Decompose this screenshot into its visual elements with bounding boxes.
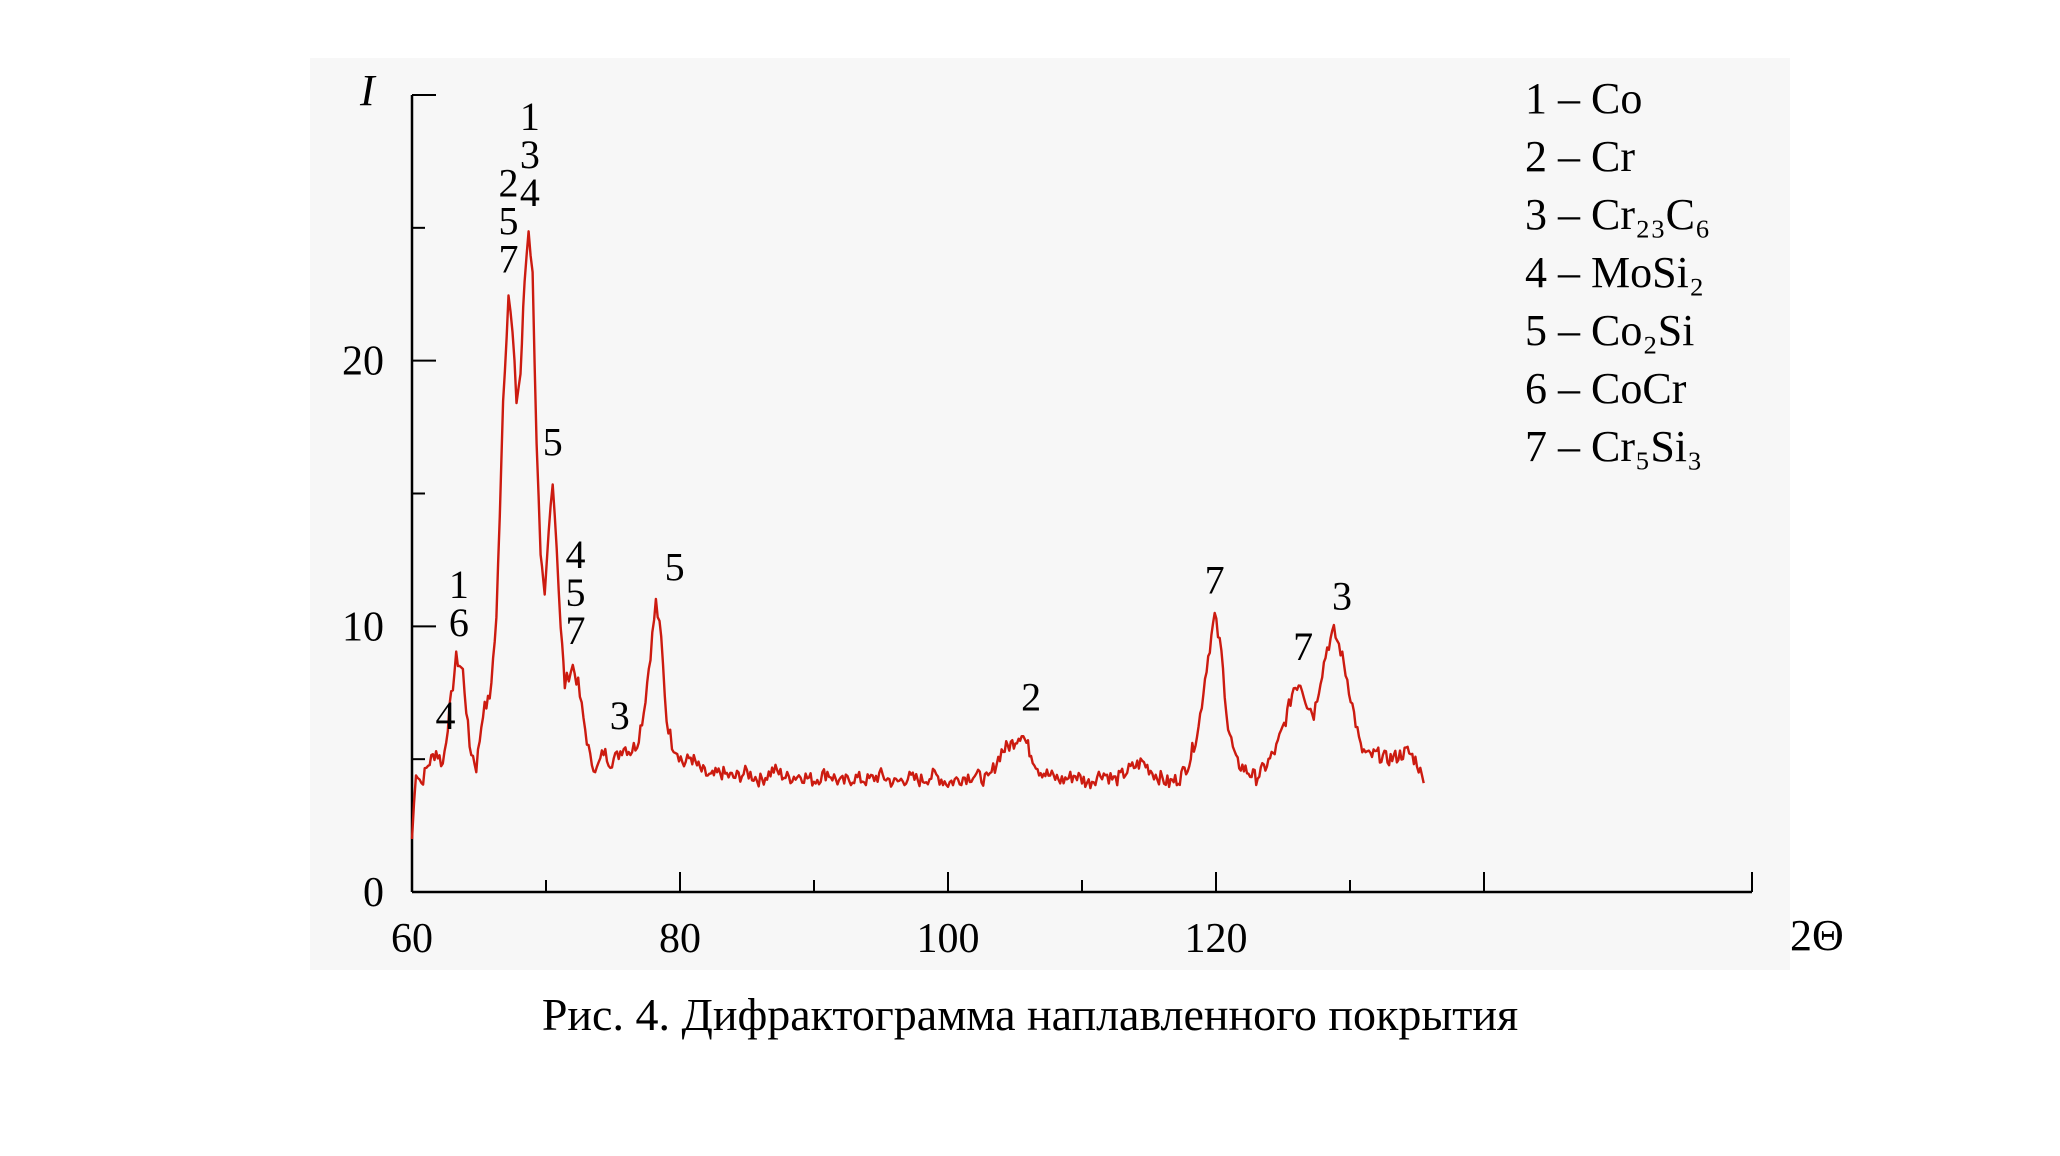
y-tick-label: 10 (342, 604, 384, 650)
peak-label: 5 (665, 544, 685, 589)
peak-label: 1 (449, 562, 469, 607)
peak-label: 7 (498, 236, 518, 281)
y-tick-label: 0 (363, 870, 384, 916)
x-tick-label: 60 (391, 916, 433, 962)
y-tick-label: 20 (342, 339, 384, 385)
legend-entry: 7 – Cr₅Si₃ (1525, 422, 1702, 471)
peak-label: 7 (1293, 624, 1313, 669)
peak-label: 2 (1021, 675, 1041, 720)
peak-label: 4 (436, 693, 456, 738)
legend: 1 – Co 2 – Cr 3 – Cr₂₃C₆ 4 – MoSi₂ 5 – Co₂Si… (1525, 74, 1710, 471)
legend-entry: 3 – Cr₂₃C₆ (1525, 190, 1710, 239)
peak-label: 5 (498, 198, 518, 243)
chart-panel (310, 58, 1790, 970)
figure-caption: Рис. 4. Дифрактограмма наплавленного пок… (541, 989, 1519, 1040)
peak-label: 7 (565, 608, 585, 653)
peak-label: 7 (1205, 558, 1225, 603)
peak-label: 2 (498, 160, 518, 205)
legend-entry: 6 – CoCr (1525, 364, 1687, 413)
y-axis-label: I (359, 66, 377, 115)
peak-label: 5 (565, 570, 585, 615)
peak-label: 3 (1332, 574, 1352, 619)
peak-label: 4 (565, 532, 585, 577)
diffraction-trace (410, 230, 1425, 840)
legend-entry: 4 – MoSi₂ (1525, 248, 1704, 297)
peak-label: 5 (543, 420, 563, 465)
legend-entry: 2 – Cr (1525, 132, 1635, 181)
legend-entry: 1 – Co (1525, 74, 1642, 123)
peak-label: 3 (520, 132, 540, 177)
peak-label: 4 (520, 170, 540, 215)
tick-labels: 60 80 100 120 0 10 20 (342, 339, 1248, 962)
peak-label: 1 (520, 94, 540, 139)
x-axis-label: 2Θ (1790, 911, 1844, 960)
peak-label: 3 (610, 693, 630, 738)
legend-entry: 5 – Co₂Si (1525, 306, 1694, 355)
peak-label: 6 (449, 600, 469, 645)
x-tick-label: 120 (1185, 916, 1248, 962)
ticks (411, 94, 1753, 893)
x-tick-label: 100 (917, 916, 980, 962)
x-tick-label: 80 (659, 916, 701, 962)
